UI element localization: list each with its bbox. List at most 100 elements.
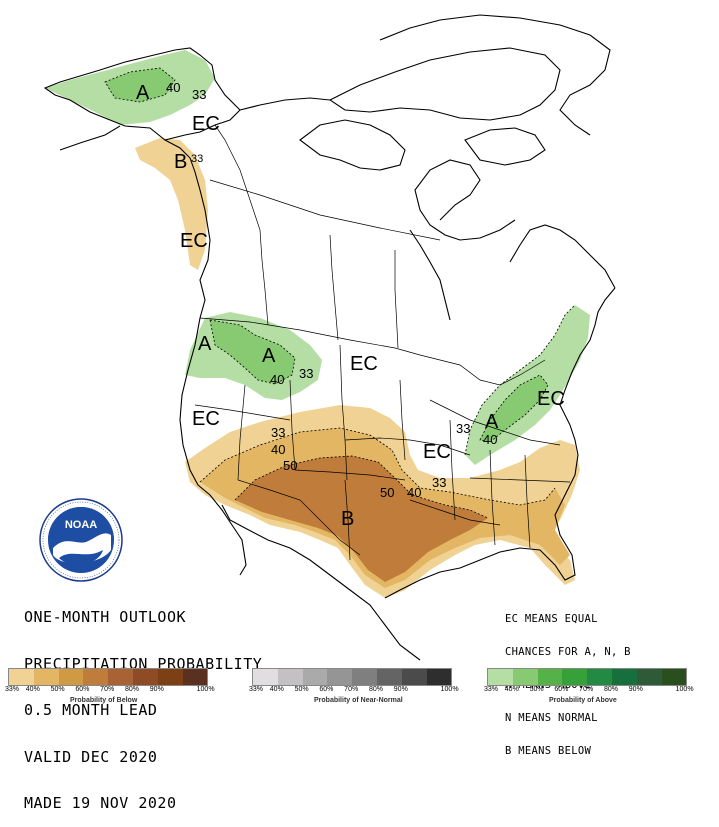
scale-tick-label: 100% (196, 686, 215, 693)
political-boundaries (194, 124, 571, 561)
label-above-ohio: A (485, 411, 499, 433)
scale-tick-label: 70% (579, 686, 594, 693)
alaska-above-40-region (105, 68, 175, 102)
legend-note-line: B MEANS BELOW (505, 745, 592, 757)
color-swatch (376, 669, 402, 685)
label-contour-50-texas: 50 (380, 485, 394, 500)
scale-tick-label: 40% (504, 686, 519, 693)
label-below-texas: B (341, 508, 354, 530)
coastline-boundaries (43, 14, 616, 661)
scale-tick-label: 60% (75, 686, 90, 693)
scale-tick-label: 40% (25, 686, 40, 693)
color-swatch (157, 669, 183, 685)
legend-note-line: EC MEANS EQUAL (505, 613, 598, 625)
color-swatch (302, 669, 328, 685)
label-ec-dakotas: EC (350, 353, 378, 375)
color-swatch (33, 669, 59, 685)
label-contour-33-panhandle: 33 (191, 153, 203, 165)
color-swatch (401, 669, 427, 685)
scale-tick-label: 33% (248, 686, 264, 693)
scale-tick-label: 90% (149, 686, 164, 693)
label-contour-33-texas: 33 (432, 475, 446, 490)
legend-note-line: N MEANS NORMAL (505, 712, 598, 724)
label-above-washington: A (198, 333, 212, 355)
scale-tick-label: 70% (100, 686, 115, 693)
color-swatch (352, 669, 377, 685)
color-scale-bar (487, 668, 688, 686)
label-contour-40-alaska: 40 (166, 80, 180, 95)
east-above-40-region (480, 375, 548, 442)
label-ec-yukon: EC (192, 113, 220, 135)
scale-tick-label: 50% (294, 686, 309, 693)
scale-label: Probability of Near-Normal (314, 697, 403, 704)
panhandle-below-region (135, 138, 208, 270)
color-swatch (562, 669, 588, 685)
label-contour-40-texas: 40 (407, 485, 421, 500)
label-ec-tennessee: EC (423, 441, 451, 463)
label-contour-33-northwest: 33 (299, 366, 313, 381)
scale-tick-label: 90% (393, 686, 408, 693)
scale-tick-label: 40% (269, 686, 284, 693)
color-swatch (426, 669, 452, 685)
outlook-title-block: ONE-MONTH OUTLOOK PRECIPITATION PROBABIL… (24, 579, 262, 827)
scale-ticks: 33% 40% 50% 60% 70% 80% 90% 100% (4, 686, 236, 696)
label-above-idaho: A (262, 345, 276, 367)
color-swatch (327, 669, 353, 685)
label-ec-bc: EC (180, 230, 208, 252)
color-swatch (537, 669, 563, 685)
color-swatch (587, 669, 612, 685)
scale-tick-label: 60% (319, 686, 334, 693)
scale-tick-label: 100% (675, 686, 694, 693)
color-scale-bar (252, 668, 453, 686)
label-contour-33-ohio: 33 (456, 421, 470, 436)
color-swatch (9, 669, 34, 685)
scale-tick-label: 50% (50, 686, 65, 693)
scale-tick-label: 70% (344, 686, 359, 693)
contour-lines (104, 67, 576, 519)
label-contour-33-alaska: 33 (192, 87, 206, 102)
color-swatch (58, 669, 84, 685)
label-above-alaska: A (136, 82, 150, 104)
label-contour-40-southwest: 40 (271, 442, 285, 457)
color-swatch (182, 669, 208, 685)
color-swatch (253, 669, 278, 685)
noaa-logo-text: NOAA (65, 519, 97, 531)
label-ec-california: EC (192, 408, 220, 430)
title-line: 0.5 MONTH LEAD (24, 701, 158, 719)
scale-label: Probability of Above (549, 697, 617, 704)
title-line: VALID DEC 2020 (24, 747, 158, 766)
label-ec-northeast: EC (537, 388, 565, 410)
title-line: MADE 19 NOV 2020 (24, 794, 177, 812)
color-swatch (108, 669, 133, 685)
color-scale-bar (8, 668, 209, 686)
label-contour-50-southwest: 50 (283, 458, 297, 473)
label-below-panhandle: B (174, 151, 187, 173)
color-swatch (488, 669, 513, 685)
color-swatch (83, 669, 109, 685)
legend-note-line: CHANCES FOR A, N, B (505, 646, 631, 658)
scale-tick-label: 80% (603, 686, 619, 693)
title-line: PRECIPITATION PROBABILITY (24, 654, 263, 673)
scale-tick-label: 90% (628, 686, 643, 693)
scale-tick-label: 50% (529, 686, 544, 693)
color-swatch (512, 669, 538, 685)
scale-tick-label: 100% (440, 686, 459, 693)
title-line: ONE-MONTH OUTLOOK (24, 608, 187, 626)
scale-tick-label: 33% (483, 686, 499, 693)
scale-tick-label: 33% (4, 686, 20, 693)
scale-tick-label: 60% (554, 686, 569, 693)
color-swatch (277, 669, 303, 685)
color-swatch (661, 669, 687, 685)
label-contour-40-ohio: 40 (483, 432, 497, 447)
scale-ticks: 33% 40% 50% 60% 70% 80% 90% 100% (483, 686, 715, 696)
color-swatch (611, 669, 637, 685)
map-labels: A 40 33 EC B 33 EC A A 40 33 EC EC A 33 … (136, 80, 565, 530)
scale-label: Probability of Below (70, 697, 138, 704)
scale-tick-label: 80% (368, 686, 384, 693)
color-swatch (636, 669, 662, 685)
precipitation-outlook-map: A 40 33 EC B 33 EC A A 40 33 EC EC A 33 … (39, 14, 616, 661)
northwest-above-40-region (210, 320, 295, 384)
color-swatch (132, 669, 158, 685)
scale-ticks: 33% 40% 50% 60% 70% 80% 90% 100% (248, 686, 480, 696)
noaa-logo: NOAA (39, 498, 123, 582)
